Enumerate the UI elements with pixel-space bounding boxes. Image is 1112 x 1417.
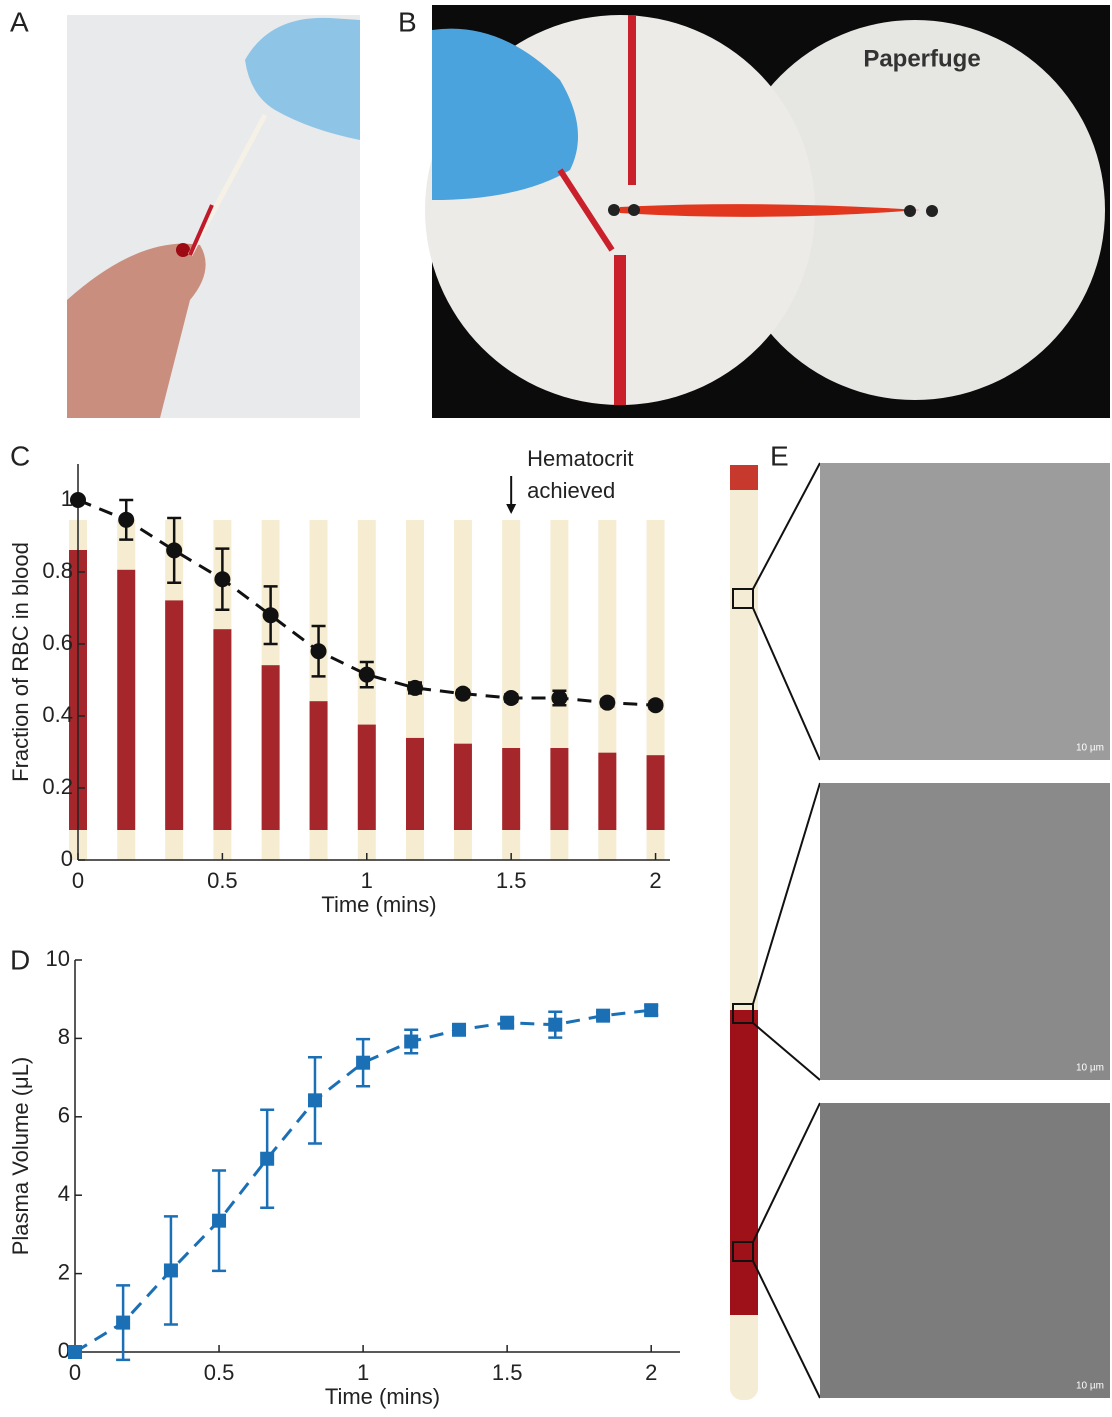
point bbox=[503, 690, 519, 706]
annotation: Hematocrit bbox=[527, 446, 633, 471]
tube-photo-rbc bbox=[454, 744, 472, 830]
point bbox=[70, 492, 86, 508]
tube-photo-rbc bbox=[117, 570, 135, 830]
hole bbox=[628, 204, 640, 216]
point bbox=[116, 1316, 130, 1330]
tube-photo-rbc bbox=[262, 665, 280, 830]
point bbox=[311, 643, 327, 659]
x-tick-label: 1.5 bbox=[496, 868, 527, 893]
x-tick-label: 1 bbox=[357, 1360, 369, 1385]
point bbox=[263, 607, 279, 623]
tube-photo-rbc bbox=[502, 748, 520, 830]
point bbox=[356, 1056, 370, 1070]
point bbox=[212, 1214, 226, 1228]
tube-photo-rbc bbox=[165, 600, 183, 830]
point bbox=[359, 667, 375, 683]
point bbox=[407, 680, 423, 696]
point bbox=[500, 1016, 514, 1030]
panel-label: E bbox=[770, 440, 789, 471]
y-tick-label: 0.6 bbox=[42, 630, 73, 655]
point bbox=[648, 697, 664, 713]
y-axis-label: Plasma Volume (μL) bbox=[8, 1057, 33, 1256]
tube-photo-rbc bbox=[647, 755, 665, 830]
point bbox=[308, 1093, 322, 1107]
y-axis-label: Fraction of RBC in blood bbox=[8, 542, 33, 782]
point bbox=[260, 1152, 274, 1166]
point bbox=[164, 1263, 178, 1277]
hole bbox=[926, 205, 938, 217]
blood-drop bbox=[176, 243, 190, 257]
x-tick-label: 1.5 bbox=[492, 1360, 523, 1385]
panel-label: D bbox=[10, 944, 30, 975]
x-axis-label: Time (mins) bbox=[321, 892, 436, 917]
y-tick-label: 6 bbox=[58, 1103, 70, 1128]
y-tick-label: 0.2 bbox=[42, 774, 73, 799]
hole bbox=[904, 205, 916, 217]
point bbox=[404, 1035, 418, 1049]
device-label: Paperfuge bbox=[863, 45, 980, 72]
tube-photo-rbc bbox=[598, 753, 616, 830]
x-tick-label: 0 bbox=[72, 868, 84, 893]
tube-top bbox=[730, 465, 758, 490]
point bbox=[68, 1345, 82, 1359]
x-tick-label: 2 bbox=[645, 1360, 657, 1385]
tube-photo-rbc bbox=[550, 748, 568, 830]
y-tick-label: 8 bbox=[58, 1024, 70, 1049]
point bbox=[455, 686, 471, 702]
point bbox=[599, 695, 615, 711]
tube-photo-rbc bbox=[358, 725, 376, 830]
panel-label: A bbox=[10, 6, 29, 37]
panel-label: C bbox=[10, 440, 30, 471]
scale-bar: 10 µm bbox=[1076, 743, 1104, 754]
tube-rbc bbox=[730, 1010, 758, 1315]
y-tick-label: 0.4 bbox=[42, 702, 73, 727]
micrograph bbox=[820, 463, 1110, 760]
annotation: achieved bbox=[527, 478, 615, 503]
tube-photo-rbc bbox=[213, 629, 231, 830]
tube-photo-rbc bbox=[310, 701, 328, 830]
micrograph bbox=[820, 783, 1110, 1080]
point bbox=[118, 512, 134, 528]
hole bbox=[608, 204, 620, 216]
y-tick-label: 0.8 bbox=[42, 558, 73, 583]
point bbox=[548, 1018, 562, 1032]
x-tick-label: 0 bbox=[69, 1360, 81, 1385]
point bbox=[166, 542, 182, 558]
panel-label: B bbox=[398, 6, 417, 37]
point bbox=[551, 690, 567, 706]
y-tick-label: 10 bbox=[46, 946, 70, 971]
point bbox=[596, 1009, 610, 1023]
x-tick-label: 0.5 bbox=[204, 1360, 235, 1385]
point bbox=[452, 1023, 466, 1037]
x-tick-label: 1 bbox=[361, 868, 373, 893]
scale-bar: 10 µm bbox=[1076, 1381, 1104, 1392]
micrograph bbox=[820, 1103, 1110, 1398]
tube-photo-rbc bbox=[406, 738, 424, 830]
annotation-arrowhead bbox=[506, 504, 516, 514]
y-tick-label: 4 bbox=[58, 1181, 70, 1206]
capillary bbox=[628, 15, 636, 185]
figure: Paperfuge 10 µm 10 µm 10 µm A B C D E He… bbox=[0, 0, 1112, 1412]
x-tick-label: 2 bbox=[649, 868, 661, 893]
x-axis-label: Time (mins) bbox=[325, 1384, 440, 1409]
capillary bbox=[614, 255, 626, 405]
x-tick-label: 0.5 bbox=[207, 868, 238, 893]
point bbox=[644, 1003, 658, 1017]
scale-bar: 10 µm bbox=[1076, 1063, 1104, 1074]
connector bbox=[753, 463, 820, 1398]
y-tick-label: 2 bbox=[58, 1259, 70, 1284]
point bbox=[214, 571, 230, 587]
